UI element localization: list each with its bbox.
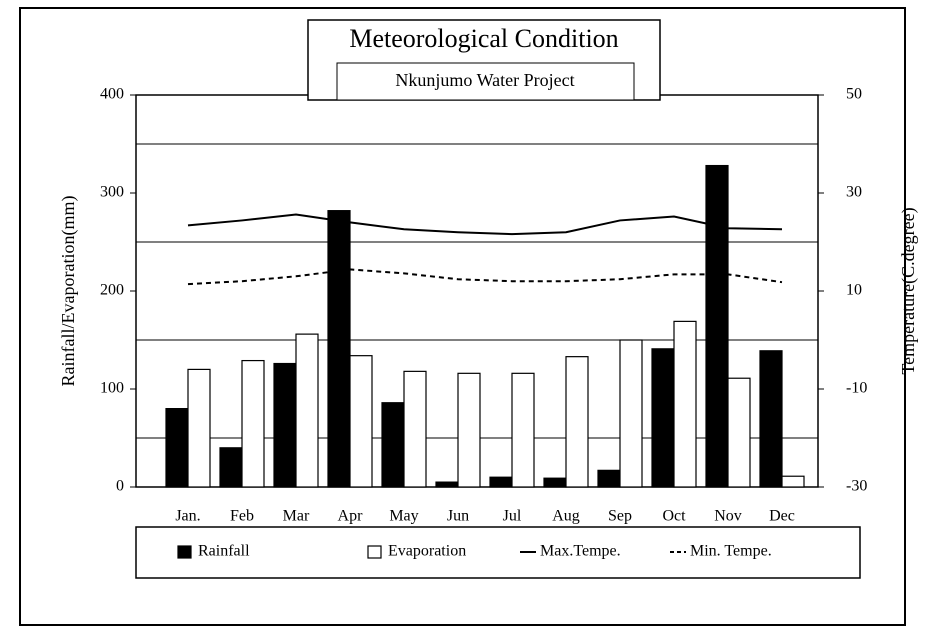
legend-box — [135, 526, 861, 579]
y-tick-label: 400 — [100, 86, 124, 103]
bar — [457, 372, 481, 488]
bar — [619, 339, 643, 488]
legend-label: Min. Tempe. — [690, 543, 772, 560]
x-tick-label: Oct — [662, 508, 686, 525]
x-tick-label: Sep — [608, 508, 632, 525]
legend-swatch — [367, 545, 382, 559]
line — [187, 213, 783, 236]
bar — [295, 333, 319, 488]
legend-swatch — [177, 545, 192, 559]
bar — [673, 320, 697, 488]
x-tick-label: May — [389, 508, 418, 525]
x-tick-label: Jan. — [175, 508, 200, 525]
subtitle-box — [336, 62, 635, 101]
y2-axis-label: Temperature(C.degree) — [898, 207, 919, 374]
bar — [511, 372, 535, 488]
legend-label: Rainfall — [198, 543, 250, 560]
bar — [403, 370, 427, 488]
bar — [565, 356, 589, 488]
y-tick-label: 300 — [100, 184, 124, 201]
bar — [435, 481, 459, 488]
chart-subtitle: Nkunjumo Water Project — [395, 70, 574, 90]
chart-title: Meteorological Condition — [349, 24, 618, 53]
bar — [759, 350, 783, 488]
legend-label: Evaporation — [388, 543, 466, 560]
x-tick-label: Jul — [503, 508, 522, 525]
bar — [241, 359, 265, 488]
bar — [165, 408, 189, 488]
y2-tick-label: -10 — [846, 380, 867, 397]
y2-tick-label: 10 — [846, 282, 862, 299]
bar — [727, 377, 751, 488]
x-tick-label: Aug — [552, 508, 580, 525]
x-tick-label: Apr — [338, 508, 364, 525]
y-tick-label: 200 — [100, 282, 124, 299]
bar — [187, 368, 211, 488]
frame — [19, 7, 906, 626]
y2-tick-label: 50 — [846, 86, 862, 103]
legend-label: Max.Tempe. — [540, 543, 621, 560]
line — [187, 268, 783, 286]
x-tick-label: Dec — [769, 508, 795, 525]
bar — [489, 476, 513, 488]
bar — [327, 210, 351, 488]
y-axis-label: Rainfall/Evaporation(mm) — [58, 196, 79, 387]
bar — [349, 355, 373, 488]
y-tick-label: 100 — [100, 380, 124, 397]
bar — [543, 477, 567, 488]
x-tick-label: Feb — [230, 508, 254, 525]
x-tick-label: Jun — [447, 508, 469, 525]
bar — [705, 164, 729, 488]
bar — [651, 348, 675, 488]
bar — [381, 402, 405, 488]
x-tick-label: Nov — [714, 508, 742, 525]
y-tick-label: 0 — [116, 478, 124, 495]
bar — [781, 475, 805, 488]
bar — [597, 469, 621, 488]
bar — [273, 362, 297, 488]
y2-tick-label: 30 — [846, 184, 862, 201]
y2-tick-label: -30 — [846, 478, 867, 495]
x-tick-label: Mar — [283, 508, 310, 525]
bar — [219, 447, 243, 488]
